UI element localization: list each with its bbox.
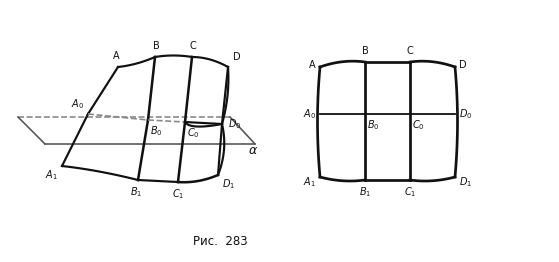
Text: C: C <box>190 41 196 51</box>
Text: B: B <box>153 41 159 51</box>
Text: $C_0$: $C_0$ <box>187 126 200 140</box>
Text: $D_0$: $D_0$ <box>459 107 472 121</box>
Text: $D_0$: $D_0$ <box>228 117 241 131</box>
Text: $B_0$: $B_0$ <box>367 118 380 132</box>
Text: C: C <box>406 46 413 56</box>
Text: $C_1$: $C_1$ <box>172 187 184 201</box>
Text: $A_1$: $A_1$ <box>45 168 58 182</box>
Text: D: D <box>233 52 240 62</box>
Text: $\alpha$: $\alpha$ <box>248 144 258 157</box>
Text: D: D <box>459 60 467 70</box>
Text: $A_0$: $A_0$ <box>71 97 84 111</box>
Text: $A_1$: $A_1$ <box>303 175 316 189</box>
Text: $A_0$: $A_0$ <box>303 107 316 121</box>
Text: $B_1$: $B_1$ <box>130 185 142 199</box>
Text: $D_1$: $D_1$ <box>459 175 472 189</box>
Text: $C_0$: $C_0$ <box>412 118 425 132</box>
Text: $B_0$: $B_0$ <box>150 124 163 138</box>
Text: A: A <box>113 51 119 61</box>
Text: A: A <box>309 60 316 70</box>
Text: Рис.  283: Рис. 283 <box>193 235 247 248</box>
Text: B: B <box>362 46 368 56</box>
Text: $B_1$: $B_1$ <box>359 185 371 199</box>
Text: $C_1$: $C_1$ <box>404 185 416 199</box>
Text: $D_1$: $D_1$ <box>222 177 235 191</box>
